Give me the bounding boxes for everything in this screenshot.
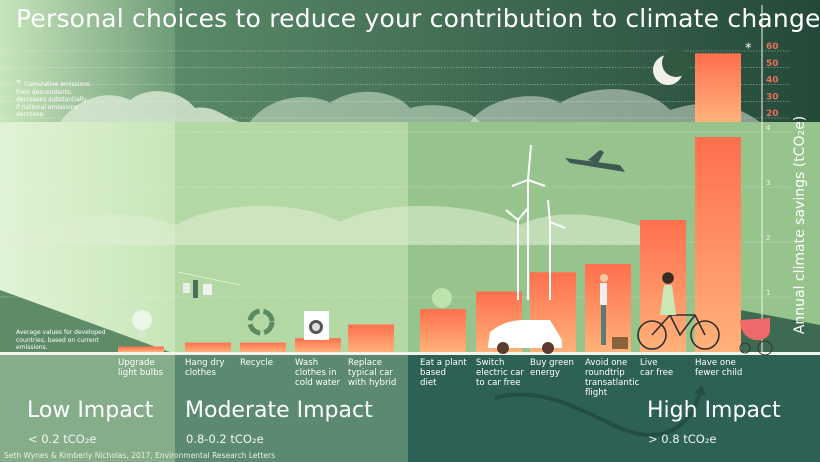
category-label: Buy green energy <box>530 358 574 378</box>
cloud <box>0 205 680 245</box>
category-label: Have one fewer child <box>695 358 743 378</box>
high-impact-title: High Impact <box>647 398 781 423</box>
apple-icon <box>432 288 452 308</box>
pram-icon <box>739 318 773 356</box>
wind-turbine-icon <box>505 144 566 300</box>
y-tick-label: 2 <box>766 234 770 242</box>
y-tick-label: 1 <box>766 289 770 297</box>
category-label: Upgrade light bulbs <box>118 358 163 378</box>
recycle-icon <box>247 308 275 336</box>
moderate-impact-range: 0.8-0.2 tCO₂e <box>186 432 264 446</box>
cloud <box>470 89 760 122</box>
chart-title: Personal choices to reduce your contribu… <box>16 4 820 33</box>
y-tick-label: 60 <box>766 42 779 52</box>
clothes-icon <box>177 271 241 298</box>
panel-high <box>408 355 820 462</box>
asterisk-note: * Cumulative emissions from descendants;… <box>16 78 91 119</box>
y-tick-label: 40 <box>766 76 779 86</box>
bar <box>348 324 394 352</box>
bar <box>240 342 286 352</box>
average-values-note: Average values for developed countries, … <box>16 329 106 351</box>
y-axis-label: Annual climate savings (tCO₂e) <box>792 115 808 335</box>
washing-machine-icon <box>304 311 329 340</box>
low-impact-title: Low Impact <box>27 398 154 423</box>
arrow-head-icon <box>694 385 706 396</box>
light-bulb-icon <box>132 310 152 338</box>
bar <box>118 346 164 352</box>
panel-moderate <box>175 355 408 462</box>
bar <box>695 137 741 352</box>
moon-icon <box>653 49 690 85</box>
y-tick-label: 3 <box>766 179 770 187</box>
category-label: Recycle <box>240 358 274 368</box>
category-label: Switch electric car to car free <box>476 358 524 388</box>
low-impact-range: < 0.2 tCO₂e <box>28 432 97 446</box>
category-label: Avoid one roundtrip transatlantic flight <box>585 358 640 398</box>
category-label: Eat a plant based diet <box>420 358 467 388</box>
asterisk-note-text: Cumulative emissions from descendants; d… <box>16 81 91 118</box>
moderate-impact-title: Moderate Impact <box>185 398 373 423</box>
y-tick-label: 30 <box>766 92 779 102</box>
airplane-icon <box>565 150 625 172</box>
car-icon <box>488 320 562 354</box>
bicycle-icon <box>637 272 720 350</box>
baseline <box>0 352 820 355</box>
hill <box>0 290 170 352</box>
category-label: Wash clothes in cold water <box>295 358 341 388</box>
category-label: Live car free <box>640 358 674 378</box>
category-label: Hang dry clothes <box>185 358 225 378</box>
bar <box>295 338 341 352</box>
trend-arrow <box>494 391 702 437</box>
high-impact-range: > 0.8 tCO₂e <box>648 432 717 446</box>
y-tick-label: 50 <box>766 59 779 69</box>
bar <box>185 342 231 352</box>
cloud <box>60 91 240 122</box>
bar-upper-segment <box>695 53 741 122</box>
y-tick-label: 4 <box>766 124 771 132</box>
asterisk-marker: * <box>745 41 752 56</box>
source-credit: Seth Wynes & Kimberly Nicholas, 2017, En… <box>4 451 275 460</box>
category-label: Replace typical car with hybrid <box>348 358 397 388</box>
panel-low <box>0 355 175 462</box>
traveller-icon <box>600 274 628 349</box>
y-tick-label: 20 <box>766 109 779 119</box>
cloud <box>250 91 480 122</box>
bar <box>420 309 466 352</box>
